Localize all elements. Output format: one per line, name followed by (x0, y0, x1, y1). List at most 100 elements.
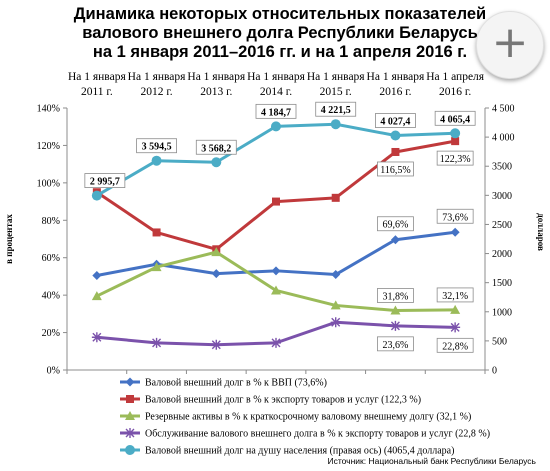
series-point (271, 266, 281, 276)
legend-marker (126, 395, 134, 403)
data-label-per-capita: 3 568,2 (201, 143, 231, 154)
category-label-line1: На 1 января (367, 71, 425, 83)
legend-label: Обслуживание валового внешнего долга в %… (145, 429, 490, 440)
data-label-per-capita-box (84, 173, 126, 188)
series-point (391, 147, 400, 156)
series-line (96, 122, 456, 197)
category-label-line1: На 1 января (247, 71, 305, 83)
zoom-button[interactable]: + (476, 11, 544, 79)
left-tick-label: 140% (37, 104, 60, 115)
series-point (390, 130, 401, 141)
right-tick-label: 0 (492, 366, 497, 377)
series-point (330, 317, 341, 328)
data-label-percent: 23,6% (383, 340, 409, 351)
legend-label: Валовой внешний долг в % к ВВП (73,6%) (145, 378, 327, 389)
left-tick-label: 120% (37, 141, 60, 152)
data-label-per-capita: 4 065,4 (440, 114, 470, 125)
series-point (151, 262, 162, 272)
category-label-line1: На 1 января (187, 71, 245, 83)
series-point (91, 190, 102, 201)
right-tick-label: 4 000 (492, 133, 515, 144)
series-point (450, 304, 461, 314)
data-label-percent-box (377, 161, 414, 177)
left-tick-label: 40% (42, 291, 60, 302)
right-tick-label: 2000 (492, 249, 512, 260)
data-label-percent-box (377, 336, 414, 352)
data-label-percent: 32,1% (442, 291, 468, 302)
series-point (92, 270, 102, 280)
data-label-per-capita: 2 995,7 (90, 177, 120, 188)
series-point (271, 285, 281, 295)
category-label-line1: На 1 января (307, 71, 365, 83)
series-point (211, 247, 222, 257)
series-point (211, 157, 222, 168)
category-label-line2: 2012 г. (140, 86, 172, 98)
series-point (151, 155, 162, 166)
series-point (450, 322, 461, 333)
data-label-percent-box (436, 150, 474, 166)
category-label-line2: 2014 г. (260, 86, 292, 98)
right-tick-label: 1000 (492, 307, 512, 318)
legend-label: Валовой внешний долг в % к экспорту това… (145, 395, 421, 406)
series-point (91, 291, 102, 301)
series-point (152, 228, 161, 237)
series-point (330, 119, 341, 130)
data-label-per-capita-box (136, 138, 177, 154)
data-label-per-capita: 4 221,5 (321, 105, 351, 116)
data-label-percent: 73,6% (442, 212, 468, 223)
title-line: валового внешнего долга Республики Белар… (82, 24, 478, 42)
data-label-percent: 31,8% (383, 291, 409, 302)
left-axis-title: в процентах (4, 214, 14, 264)
data-label-per-capita-box (315, 101, 357, 117)
series-point (331, 193, 340, 202)
series-point (451, 137, 460, 146)
data-label-percent: 116,5% (380, 165, 410, 176)
data-label-per-capita-box (375, 113, 416, 128)
legend-marker (125, 377, 135, 387)
series-point (91, 332, 102, 343)
series-point (272, 197, 280, 206)
category-label-line1: На 1 апреля (426, 71, 485, 83)
legend-label: Валовой внешний долг на душу населения (… (145, 446, 454, 457)
series-point (271, 121, 281, 132)
legend-label: Резервные активы в % к краткосрочному ва… (145, 412, 471, 423)
left-tick-label: 100% (37, 178, 60, 189)
series-point (450, 128, 461, 139)
data-label-per-capita: 4 184,7 (261, 107, 291, 118)
category-label-line1: На 1 января (128, 71, 186, 83)
data-label-per-capita: 4 027,4 (380, 117, 410, 128)
series-point (390, 235, 400, 245)
category-label-line1: На 1 января (68, 71, 126, 83)
series-point (151, 337, 162, 348)
data-label-per-capita-box (255, 103, 297, 119)
data-label-percent-box (377, 216, 414, 232)
left-tick-label: 20% (42, 328, 60, 339)
right-tick-label: 2500 (492, 220, 512, 231)
title-line: Динамика некоторых относительных показат… (73, 5, 487, 23)
legend-marker (125, 411, 135, 420)
category-label-line2: 2015 г. (320, 86, 352, 98)
category-label-line2: 2016 г. (439, 86, 471, 98)
right-tick-label: 3000 (492, 191, 512, 202)
data-label-percent: 122,3% (440, 154, 471, 165)
left-tick-label: 60% (42, 253, 60, 264)
series-point (390, 320, 401, 331)
title-line: на 1 января 2011–2016 гг. и на 1 апреля … (92, 43, 468, 61)
series-point (211, 339, 222, 350)
right-tick-label: 500 (492, 336, 507, 347)
series-point (450, 227, 460, 237)
left-tick-label: 80% (42, 216, 60, 227)
left-tick-label: 0% (47, 366, 60, 377)
legend-marker (125, 445, 135, 455)
data-label-per-capita: 3 594,5 (142, 142, 172, 153)
series-point (211, 269, 221, 279)
chart-title: Динамика некоторых относительных показат… (0, 5, 550, 62)
data-label-percent-box (377, 288, 414, 303)
series-line (96, 139, 456, 251)
data-label-percent-box (436, 208, 474, 224)
data-label-percent-box (436, 287, 474, 303)
legend-marker (125, 428, 135, 438)
right-tick-label: 4 500 (492, 104, 515, 115)
right-axis-title: долларов (536, 213, 546, 251)
